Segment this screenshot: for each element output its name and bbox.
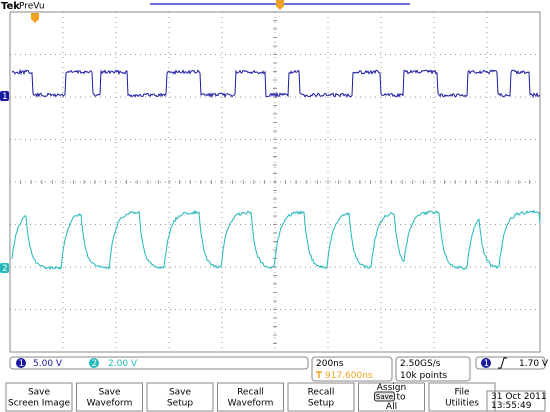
button-frame [287, 382, 355, 412]
button-frame [217, 382, 284, 412]
timestamp-box [486, 390, 546, 412]
graticule [9, 11, 540, 353]
trigger-source-badge [481, 358, 491, 368]
trigger-level: 1.70 V [519, 359, 549, 369]
ch2-badge [89, 358, 99, 368]
timebase-box [311, 356, 393, 382]
time: 13:55:49 [491, 401, 532, 411]
ch1-badge [16, 358, 26, 368]
button-frame [76, 382, 143, 412]
button-frame [428, 382, 496, 412]
button-label: Save [169, 388, 192, 398]
button-label: File [454, 388, 470, 398]
sample-rate: 2.50GS/s [400, 359, 441, 369]
ch1-marker [0, 91, 9, 101]
timebase-scale: 200ns [316, 359, 344, 369]
ch2-marker-label: 2 [2, 264, 8, 274]
button-label: Recall [308, 388, 335, 398]
save-badge [374, 391, 395, 402]
button-label: Setup [308, 399, 334, 409]
ch2-badge-label: 2 [92, 359, 98, 369]
button-frame [5, 382, 73, 412]
button-label: Screen Image [8, 399, 70, 409]
button-label: Setup [167, 399, 193, 409]
brand: Tek [1, 1, 20, 12]
record-length: 10k points [400, 371, 447, 381]
trigger-marker [276, 0, 284, 10]
channel-box [9, 356, 309, 370]
trigger-position: 917.600ns [325, 371, 373, 381]
trigger-box [475, 356, 546, 370]
graticule-frame [9, 11, 541, 353]
button-label: Waveform [87, 399, 133, 409]
ch2-scale: 2.00 V [108, 359, 138, 369]
button-label: All [386, 402, 397, 412]
button-label: Save [98, 388, 121, 398]
ch2-marker [0, 263, 9, 273]
ch1-marker-label: 1 [2, 92, 8, 102]
button-label: Waveform [228, 399, 274, 409]
button-label: Recall [237, 388, 264, 398]
trigger-source: 1 [484, 359, 490, 369]
ch1-waveform [11, 68, 540, 99]
button-label: Save [376, 393, 393, 401]
date: 31 Oct 2011 [491, 392, 547, 402]
trigger-icon [316, 371, 322, 378]
button-label: Assign [377, 383, 406, 393]
ch1-badge-label: 1 [19, 359, 25, 369]
ch2-waveform [11, 209, 541, 271]
trigger-position-marker [31, 13, 39, 23]
trigger-slope-icon [498, 357, 507, 369]
ch1-scale: 5.00 V [33, 359, 63, 369]
button-frame [146, 382, 214, 412]
acquisition-box [395, 356, 471, 382]
button-label: to [397, 393, 407, 403]
button-label: Save [28, 388, 51, 398]
button-label: Utilities [445, 399, 479, 409]
mode: PreVu [19, 2, 45, 12]
